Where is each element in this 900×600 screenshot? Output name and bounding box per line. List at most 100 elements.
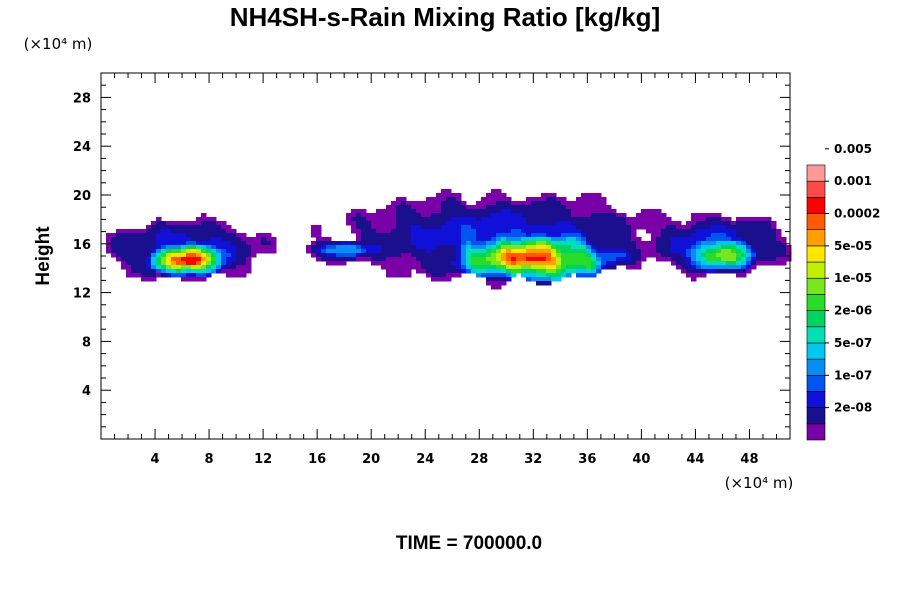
field-cell (536, 225, 542, 230)
field-cell (156, 225, 162, 230)
field-cell (541, 281, 547, 286)
field-cell (431, 249, 437, 254)
field-cell (691, 245, 697, 250)
field-cell (401, 249, 407, 254)
field-cell (601, 265, 607, 270)
field-cell (346, 257, 352, 262)
field-cell (651, 233, 657, 238)
field-cell (416, 237, 422, 242)
field-cell (656, 257, 662, 262)
field-cell (416, 265, 422, 270)
field-cell (541, 225, 547, 230)
field-cell (226, 265, 232, 270)
field-cell (531, 241, 537, 246)
field-cell (661, 221, 667, 226)
field-cell (576, 265, 582, 270)
field-cell (626, 221, 632, 226)
field-cell (576, 257, 582, 262)
field-cell (521, 217, 527, 222)
field-cell (556, 253, 562, 258)
field-cell (441, 273, 447, 278)
field-cell (756, 249, 762, 254)
field-cell (546, 221, 552, 226)
field-cell (461, 233, 467, 238)
field-cell (671, 229, 677, 234)
field-cell (156, 261, 162, 266)
field-cell (176, 253, 182, 258)
field-cell (196, 257, 202, 262)
field-cell (241, 249, 247, 254)
field-cell (711, 249, 717, 254)
field-cell (211, 257, 217, 262)
field-cell (456, 197, 462, 202)
field-cell (486, 261, 492, 266)
field-cell (541, 229, 547, 234)
field-cell (561, 209, 567, 214)
field-cell (221, 241, 227, 246)
field-cell (571, 261, 577, 266)
field-cell (696, 253, 702, 258)
field-cell (161, 269, 167, 274)
field-cell (536, 233, 542, 238)
field-cell (586, 261, 592, 266)
field-cell (531, 221, 537, 226)
field-cell (236, 245, 242, 250)
field-cell (196, 241, 202, 246)
field-cell (436, 261, 442, 266)
field-cell (696, 257, 702, 262)
field-cell (171, 233, 177, 238)
field-cell (401, 245, 407, 250)
field-cell (561, 197, 567, 202)
field-cell (446, 213, 452, 218)
field-cell (751, 225, 757, 230)
field-cell (391, 237, 397, 242)
field-cell (551, 197, 557, 202)
field-cell (596, 213, 602, 218)
field-cell (696, 273, 702, 278)
field-cell (646, 253, 652, 258)
field-cell (451, 201, 457, 206)
field-cell (521, 241, 527, 246)
field-cell (616, 229, 622, 234)
field-cell (616, 249, 622, 254)
field-cell (636, 249, 642, 254)
field-cell (126, 261, 132, 266)
field-cell (451, 261, 457, 266)
field-cell (711, 217, 717, 222)
field-cell (426, 273, 432, 278)
field-cell (336, 241, 342, 246)
field-cell (186, 253, 192, 258)
field-cell (606, 217, 612, 222)
field-cell (271, 241, 277, 246)
field-cell (436, 277, 442, 282)
field-cell (581, 217, 587, 222)
field-cell (701, 261, 707, 266)
field-cell (761, 217, 767, 222)
field-cell (191, 229, 197, 234)
field-cell (381, 253, 387, 258)
field-cell (636, 241, 642, 246)
field-cell (476, 213, 482, 218)
field-cell (746, 249, 752, 254)
field-cell (511, 253, 517, 258)
field-cell (706, 237, 712, 242)
field-cell (381, 229, 387, 234)
field-cell (526, 217, 532, 222)
field-cell (601, 225, 607, 230)
field-cell (226, 233, 232, 238)
field-cell (666, 237, 672, 242)
field-cell (676, 249, 682, 254)
field-cell (121, 265, 127, 270)
field-cell (676, 253, 682, 258)
field-cell (756, 237, 762, 242)
field-cell (546, 213, 552, 218)
field-cell (181, 277, 187, 282)
field-cell (201, 241, 207, 246)
field-cell (316, 229, 322, 234)
field-cell (626, 237, 632, 242)
field-cell (486, 217, 492, 222)
field-cell (756, 217, 762, 222)
field-cell (441, 221, 447, 226)
field-cell (521, 273, 527, 278)
